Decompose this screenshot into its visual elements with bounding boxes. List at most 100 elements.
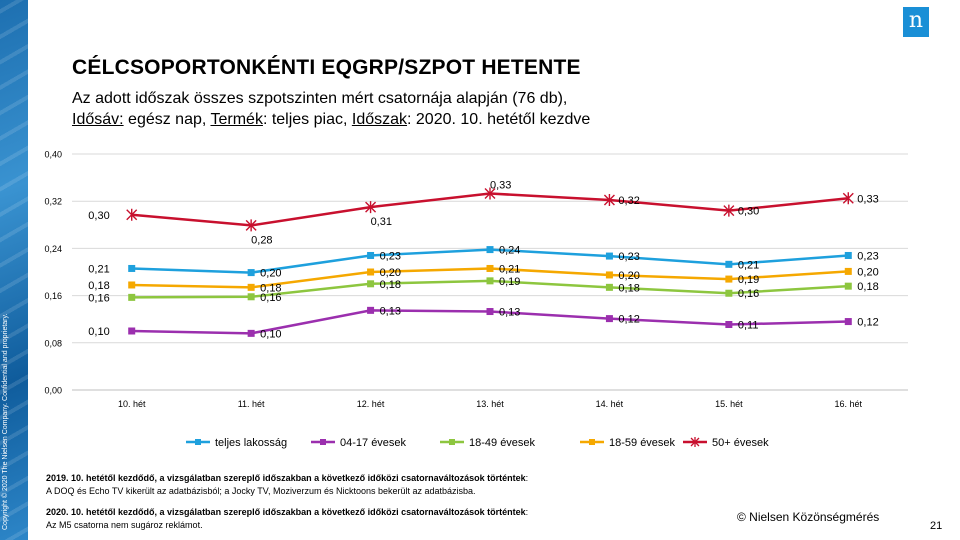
data-point-marker [247, 293, 255, 301]
copyright-text: Copyright © 2020 The Nielsen Company. Co… [2, 313, 9, 530]
product-value: : teljes piac, [262, 111, 352, 128]
data-label: 0,16 [88, 292, 109, 304]
subtitle-line-2: Idősáv: egész nap, Termék: teljes piac, … [72, 109, 590, 130]
nielsen-logo: n [903, 7, 929, 37]
data-label: 0,23 [380, 250, 401, 262]
page-number: 21 [930, 520, 943, 532]
data-label: 0,21 [88, 263, 109, 275]
page-subtitle: Az adott időszak összes szpotszinten mér… [72, 88, 590, 130]
data-label: 0,19 [738, 274, 759, 286]
data-label: 0,18 [618, 282, 639, 294]
legend-marker [320, 439, 326, 445]
legend-label: 18-59 évesek [609, 437, 676, 449]
data-point-marker [367, 280, 375, 288]
data-point-marker [486, 246, 494, 254]
x-tick-label: 15. hét [715, 399, 743, 409]
data-point-marker [605, 271, 613, 279]
data-label: 0,12 [857, 317, 878, 329]
data-label: 0,16 [738, 288, 759, 300]
data-label: 0,18 [857, 281, 878, 293]
legend-marker [195, 439, 201, 445]
y-tick-label: 0,08 [44, 338, 62, 348]
y-tick-label: 0,24 [44, 244, 62, 254]
y-tick-label: 0,00 [44, 386, 62, 396]
data-label: 0,20 [260, 268, 281, 280]
data-label: 0,13 [499, 307, 520, 319]
data-label: 0,20 [618, 270, 639, 282]
data-point-marker [484, 187, 496, 200]
product-key: Termék [210, 111, 263, 128]
data-point-marker [245, 219, 257, 232]
legend-marker [589, 439, 595, 445]
note-2019-heading: 2019. 10. hetétől kezdődő, a vizsgálatba… [46, 473, 526, 483]
data-label: 0,20 [380, 267, 401, 279]
data-label: 0,18 [380, 279, 401, 291]
data-label: 0,28 [251, 234, 272, 246]
data-label: 0,19 [499, 276, 520, 288]
data-point-marker [844, 318, 852, 326]
data-label: 0,12 [618, 314, 639, 326]
x-tick-label: 11. hét [238, 399, 265, 409]
data-label: 0,18 [260, 282, 281, 294]
footer-brand: © Nielsen Közönségmérés [737, 510, 880, 524]
x-tick-label: 13. hét [476, 399, 504, 409]
period-value: : 2020. 10. hetétől kezdve [407, 111, 591, 128]
data-label: 0,20 [857, 266, 878, 278]
legend-marker [449, 439, 455, 445]
data-point-marker [844, 267, 852, 275]
data-label: 0,33 [490, 180, 511, 192]
daypart-value: egész nap, [123, 111, 211, 128]
data-label: 0,11 [738, 320, 759, 332]
data-label: 0,21 [738, 259, 759, 271]
data-point-marker [723, 204, 735, 217]
data-point-marker [367, 306, 375, 314]
data-label: 0,30 [738, 206, 759, 218]
data-label: 0,10 [260, 328, 281, 340]
data-point-marker [128, 327, 136, 335]
data-label: 0,24 [499, 245, 520, 257]
data-label: 0,13 [380, 305, 401, 317]
data-point-marker [128, 264, 136, 272]
data-point-marker [247, 329, 255, 337]
daypart-key: Idősáv: [72, 111, 124, 128]
legend-label: 18-49 évesek [469, 437, 536, 449]
data-point-marker [128, 281, 136, 289]
side-band-pattern [0, 0, 40, 540]
legend-label: teljes lakosság [215, 437, 287, 449]
data-point-marker [247, 269, 255, 277]
period-key: Időszak [351, 111, 408, 128]
data-label: 0,18 [88, 280, 109, 292]
data-point-marker [126, 208, 138, 221]
note-2020-text: Az M5 csatorna nem sugároz reklámot. [46, 520, 203, 530]
data-point-marker [725, 260, 733, 268]
data-label: 0,16 [260, 292, 281, 304]
note-2019-text: A DOQ és Echo TV kikerült az adatbázisbó… [46, 486, 476, 496]
x-tick-label: 12. hét [357, 399, 385, 409]
x-tick-label: 14. hét [596, 399, 624, 409]
data-point-marker [367, 251, 375, 259]
data-point-marker [842, 192, 854, 205]
data-point-marker [725, 275, 733, 283]
data-point-marker [486, 277, 494, 285]
data-label: 0,23 [857, 250, 878, 262]
data-label: 0,21 [499, 263, 520, 275]
data-label: 0,31 [371, 216, 392, 228]
data-point-marker [365, 201, 377, 214]
data-label: 0,10 [88, 326, 109, 338]
data-point-marker [725, 321, 733, 329]
data-point-marker [128, 293, 136, 301]
page-title: CÉLCSOPORTONKÉNTI EQGRP/SZPOT HETENTE [72, 56, 581, 79]
data-label: 0,33 [857, 193, 878, 205]
data-point-marker [486, 264, 494, 272]
data-point-marker [247, 283, 255, 291]
data-point-marker [605, 283, 613, 291]
note-2020: 2020. 10. hetétől kezdődő, a vizsgálatba… [46, 507, 529, 530]
data-point-marker [605, 252, 613, 260]
data-point-marker [486, 308, 494, 316]
data-point-marker [725, 289, 733, 297]
legend-label: 50+ évesek [712, 437, 769, 449]
y-tick-label: 0,16 [44, 291, 62, 301]
data-label: 0,30 [88, 210, 109, 222]
legend-marker [690, 437, 700, 447]
y-tick-label: 0,32 [44, 197, 62, 207]
